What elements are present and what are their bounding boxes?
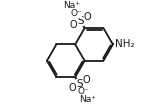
Text: Na⁺: Na⁺ xyxy=(80,95,97,104)
Text: NH₂: NH₂ xyxy=(115,39,135,49)
Text: S: S xyxy=(77,16,84,26)
Text: O: O xyxy=(68,83,76,93)
Text: O: O xyxy=(69,20,77,30)
Text: O⁻: O⁻ xyxy=(78,87,90,96)
Text: Na⁺: Na⁺ xyxy=(63,1,80,10)
Text: O⁻: O⁻ xyxy=(70,9,82,18)
Text: S: S xyxy=(76,79,83,89)
Text: O: O xyxy=(84,12,91,22)
Text: O: O xyxy=(83,75,90,85)
